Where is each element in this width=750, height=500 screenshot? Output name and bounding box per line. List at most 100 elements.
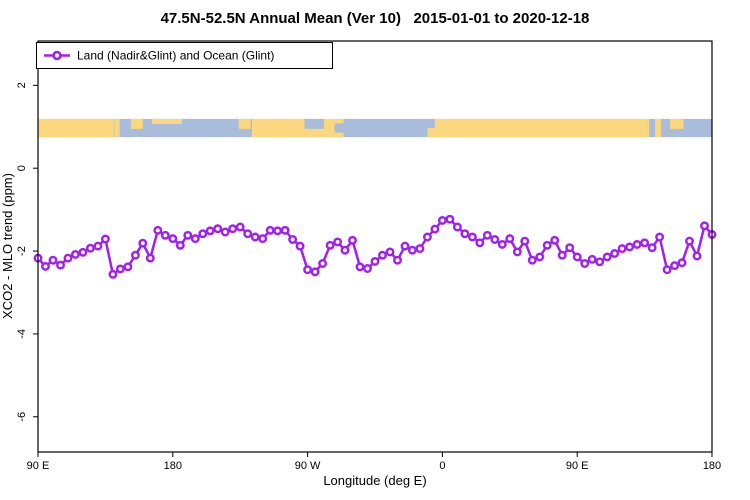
data-point bbox=[138, 238, 148, 248]
data-point bbox=[602, 252, 612, 262]
data-point bbox=[340, 245, 350, 255]
data-point bbox=[430, 224, 440, 234]
data-point bbox=[153, 225, 163, 235]
land-ocean-band bbox=[38, 118, 712, 138]
data-point bbox=[393, 255, 402, 265]
data-point bbox=[243, 229, 253, 239]
data-point bbox=[700, 221, 709, 231]
data-point bbox=[422, 232, 432, 242]
data-point bbox=[160, 230, 170, 240]
band-patch-ocean bbox=[334, 123, 346, 133]
data-point bbox=[280, 225, 290, 235]
data-point bbox=[692, 251, 702, 261]
data-point bbox=[640, 238, 650, 248]
data-point bbox=[70, 249, 80, 259]
x-tick-label: 180 bbox=[703, 460, 721, 472]
data-point bbox=[617, 244, 627, 254]
data-point bbox=[123, 262, 133, 272]
data-point bbox=[250, 232, 260, 242]
data-point bbox=[63, 253, 73, 263]
data-point bbox=[198, 229, 208, 239]
legend-label: Land (Nadir&Glint) and Ocean (Glint) bbox=[77, 49, 274, 63]
band-segment-land bbox=[434, 118, 650, 138]
data-point bbox=[168, 234, 178, 244]
x-tick-label: 90 E bbox=[27, 460, 50, 472]
data-point bbox=[205, 226, 215, 236]
data-point bbox=[93, 241, 103, 251]
data-point bbox=[490, 235, 500, 244]
data-point bbox=[400, 241, 410, 251]
data-point bbox=[475, 238, 485, 248]
data-point bbox=[213, 224, 223, 234]
data-series bbox=[33, 214, 717, 279]
data-point bbox=[235, 222, 245, 232]
data-point bbox=[265, 225, 275, 235]
data-point bbox=[460, 229, 470, 239]
data-point bbox=[85, 243, 95, 253]
data-point bbox=[505, 234, 515, 244]
data-point bbox=[355, 262, 365, 272]
data-point bbox=[572, 252, 582, 262]
data-point bbox=[56, 260, 65, 270]
y-tick-label: -2 bbox=[16, 246, 28, 256]
data-point bbox=[580, 259, 590, 268]
x-axis-title: Longitude (deg E) bbox=[323, 473, 426, 488]
data-point bbox=[108, 269, 118, 279]
data-point bbox=[452, 222, 462, 232]
data-point bbox=[295, 241, 305, 251]
data-point bbox=[407, 245, 417, 255]
band-patch-land bbox=[427, 128, 437, 138]
data-point bbox=[318, 259, 328, 268]
data-point bbox=[497, 239, 507, 249]
band-patch-land bbox=[670, 118, 684, 129]
band-segment-ocean bbox=[113, 118, 253, 138]
data-point bbox=[595, 257, 605, 267]
data-point bbox=[655, 232, 665, 242]
x-axis: 90 E 180 90 W 0 90 E 180 bbox=[27, 452, 721, 472]
data-point bbox=[333, 237, 343, 247]
x-tick-label: 90 E bbox=[566, 460, 589, 472]
band-patch-land bbox=[655, 118, 662, 138]
data-point bbox=[437, 215, 447, 225]
data-point bbox=[415, 244, 425, 254]
y-axis-title: XCO2 - MLO trend (ppm) bbox=[0, 173, 15, 319]
y-tick-label: 2 bbox=[16, 82, 28, 88]
data-point bbox=[220, 227, 230, 237]
data-point bbox=[48, 255, 58, 265]
legend: Land (Nadir&Glint) and Ocean (Glint) bbox=[36, 42, 333, 69]
data-point bbox=[78, 247, 88, 257]
data-point bbox=[535, 252, 545, 262]
data-point bbox=[145, 253, 155, 263]
data-point bbox=[385, 247, 395, 257]
data-point bbox=[258, 234, 268, 244]
plot-border bbox=[37, 40, 713, 453]
x-tick-label: 180 bbox=[164, 460, 182, 472]
data-point bbox=[445, 214, 455, 224]
data-point bbox=[310, 267, 320, 277]
data-point bbox=[670, 261, 680, 271]
legend-box bbox=[36, 42, 333, 69]
data-point bbox=[520, 236, 530, 246]
data-point bbox=[557, 250, 567, 260]
y-axis: 2 0 -2 -4 -6 bbox=[16, 82, 38, 422]
series-line bbox=[37, 217, 713, 276]
data-point bbox=[115, 264, 125, 274]
data-point bbox=[647, 243, 657, 253]
data-point bbox=[542, 240, 552, 250]
data-point bbox=[565, 243, 575, 253]
data-point bbox=[550, 235, 560, 245]
x-tick-label: 90 W bbox=[295, 460, 321, 472]
band-patch-ocean bbox=[304, 118, 325, 129]
data-point bbox=[587, 254, 597, 264]
data-point bbox=[685, 236, 694, 246]
y-tick-label: -6 bbox=[16, 412, 28, 422]
data-point bbox=[632, 239, 642, 249]
data-point bbox=[467, 232, 477, 242]
data-point bbox=[363, 264, 372, 273]
band-segment-ocean bbox=[343, 118, 435, 138]
band-patch-land bbox=[114, 118, 120, 138]
data-point bbox=[100, 234, 110, 244]
data-point bbox=[41, 261, 50, 271]
